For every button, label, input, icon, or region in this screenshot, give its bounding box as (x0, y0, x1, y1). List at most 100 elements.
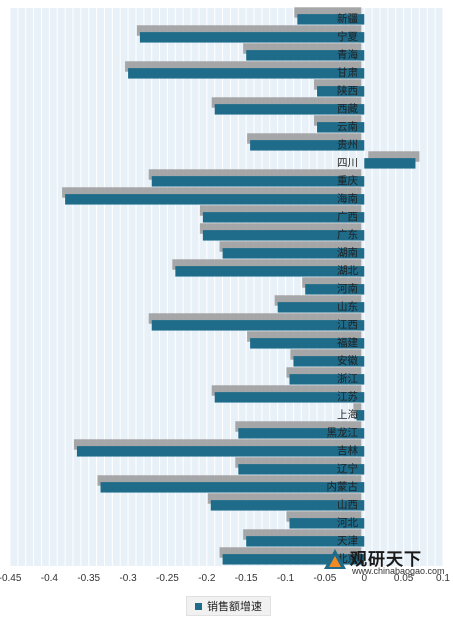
x-tick-label: -0.15 (235, 573, 258, 584)
bar-shadow (199, 205, 362, 216)
x-tick-label: -0.1 (277, 573, 295, 584)
bar (238, 464, 365, 475)
bar-shadow (172, 259, 362, 270)
bar-shadow (247, 331, 362, 342)
bar-shadow (73, 439, 362, 450)
bar (100, 482, 365, 493)
bar-shadow (314, 79, 362, 90)
category-label: 湖北 (337, 265, 358, 277)
category-label: 辽宁 (337, 462, 358, 475)
bar-shadow (274, 295, 362, 306)
x-tick-label: -0.25 (156, 573, 179, 584)
x-tick-label: 0.1 (436, 573, 450, 584)
bar-shadow (302, 277, 362, 288)
category-label: 浙江 (337, 373, 358, 385)
category-label: 广东 (337, 228, 358, 241)
category-label: 云南 (337, 120, 358, 133)
watermark-logo-icon (324, 549, 346, 569)
category-label: 广西 (337, 211, 358, 223)
category-label: 西藏 (337, 103, 358, 115)
bar (250, 140, 365, 151)
watermark-title: 观研天下 (350, 550, 422, 569)
bar-shadow (314, 115, 362, 126)
bar-shadow (148, 313, 362, 324)
bar (76, 446, 365, 457)
x-tick-label: -0.35 (77, 573, 100, 584)
x-tick-label: -0.2 (198, 573, 216, 584)
bar (214, 392, 365, 403)
bar (317, 122, 365, 133)
bar-shadow (207, 493, 362, 504)
bar (289, 374, 365, 385)
category-label: 山东 (337, 300, 358, 313)
x-tick-label: -0.4 (41, 573, 59, 584)
bar-shadow (243, 43, 362, 54)
bar (356, 410, 365, 421)
bar (151, 320, 365, 331)
bar (222, 248, 365, 259)
bar (293, 356, 365, 367)
bar (214, 104, 365, 115)
category-label: 江苏 (337, 390, 358, 403)
category-label: 海南 (337, 192, 358, 205)
bar (175, 266, 365, 277)
bar-shadow (247, 133, 362, 144)
category-label: 四川 (337, 157, 358, 169)
bar (277, 302, 365, 313)
category-label: 天津 (337, 535, 358, 547)
bar (250, 338, 365, 349)
bar (364, 158, 416, 169)
bar-shadow (243, 529, 362, 540)
bar-shadow (286, 367, 362, 378)
category-label: 重庆 (337, 174, 358, 187)
bar-shadow (286, 511, 362, 522)
legend-swatch (195, 602, 202, 610)
bar (222, 554, 365, 565)
bar-shadow (62, 187, 362, 198)
bar-shadow (290, 349, 362, 360)
bar-shadow (211, 385, 362, 396)
category-label: 河南 (337, 282, 358, 295)
category-label: 吉林 (337, 444, 358, 457)
x-axis-ticks: -0.45 -0.4 -0.35 -0.3 -0.25 -0.2 -0.15 -0.1 -0.0… (0, 573, 450, 584)
x-tick-label: -0.3 (119, 573, 137, 584)
bar-shadow (148, 169, 362, 180)
bar (65, 194, 365, 205)
bar-shadow (235, 421, 362, 432)
bar (210, 500, 365, 511)
x-tick-label: -0.05 (314, 573, 337, 584)
category-label: 福建 (337, 336, 358, 349)
bars (65, 14, 416, 565)
legend: 销售额增速 (186, 596, 271, 616)
category-label: 湖南 (337, 246, 358, 259)
category-label: 新疆 (337, 12, 358, 25)
bar (317, 86, 365, 97)
category-label: 山西 (337, 499, 358, 511)
x-tick-label: 0 (361, 573, 367, 584)
bar (289, 518, 365, 529)
category-label: 黑龙江 (327, 426, 359, 439)
bar-shadow (219, 241, 362, 252)
x-tick-label: 0.05 (394, 573, 414, 584)
bar-shadow (199, 223, 362, 234)
bar (128, 68, 365, 79)
bar (202, 212, 365, 223)
bar-shadow (353, 403, 362, 414)
category-label: 江西 (337, 319, 358, 331)
category-label: 上海 (337, 408, 358, 421)
bar-shadow (294, 7, 362, 18)
category-label: 甘肃 (337, 66, 358, 79)
bar (305, 284, 365, 295)
bar (139, 32, 365, 43)
bar (246, 50, 365, 61)
bar (151, 176, 365, 187)
category-labels: 新疆宁夏青海甘肃陕西西藏云南贵州四川重庆海南广西广东湖南湖北河南山东江西福建安徽… (327, 12, 359, 565)
bar (297, 14, 365, 25)
bar-shadow (136, 25, 362, 36)
category-label: 河北 (337, 517, 358, 529)
bar-shadow (235, 457, 362, 468)
category-label: 贵州 (337, 138, 358, 151)
category-label: 陕西 (337, 84, 358, 97)
bar (202, 230, 365, 241)
